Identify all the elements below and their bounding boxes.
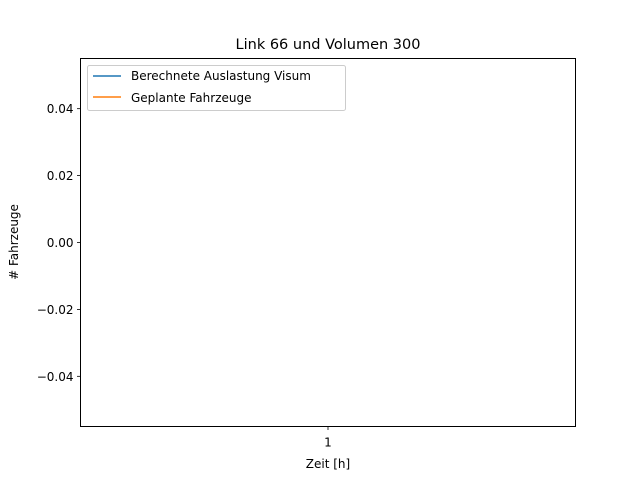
- y-tick-label: 0.02: [47, 169, 74, 183]
- y-tick-label: −0.04: [37, 370, 74, 384]
- y-tick-label: 0.04: [47, 102, 74, 116]
- y-axis-label: # Fahrzeuge: [7, 204, 21, 280]
- legend: Berechnete Auslastung Visum Geplante Fah…: [87, 65, 346, 111]
- x-tick-label: 1: [324, 436, 332, 450]
- y-axis-ticks: −0.04 −0.02 0.00 0.02 0.04: [37, 102, 81, 384]
- plot-area: [80, 58, 576, 427]
- x-axis-ticks: 1: [324, 426, 332, 450]
- y-tick-label: −0.02: [37, 303, 74, 317]
- chart-title: Link 66 und Volumen 300: [236, 37, 421, 53]
- legend-box: [87, 65, 346, 111]
- legend-label-series-1: Geplante Fahrzeuge: [131, 91, 251, 105]
- y-tick-label: 0.00: [47, 236, 74, 250]
- x-axis-label: Zeit [h]: [306, 457, 350, 471]
- legend-label-series-0: Berechnete Auslastung Visum: [131, 69, 311, 83]
